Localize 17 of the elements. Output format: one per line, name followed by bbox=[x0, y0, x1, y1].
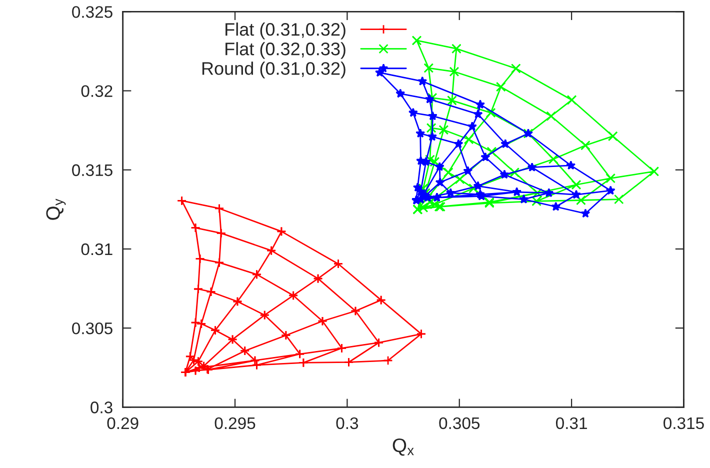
y-tick-label: 0.305 bbox=[72, 322, 112, 334]
y-tick-label: 0.32 bbox=[81, 85, 112, 97]
legend-label: Flat (0.32,0.33) bbox=[226, 42, 346, 59]
x-tick-label: 0.3 bbox=[336, 417, 358, 430]
y-axis-title: Q$_{y}$ bbox=[46, 198, 66, 220]
x-tick-label: 0.31 bbox=[556, 417, 587, 430]
y-tick-label: 0.3 bbox=[90, 402, 112, 414]
x-tick-label: 0.315 bbox=[664, 417, 704, 430]
x-axis-title: Q$_{x}$ bbox=[392, 438, 414, 456]
legend-label: Round (0.31,0.32) bbox=[202, 62, 346, 78]
legend-label: Flat (0.31,0.32) bbox=[226, 22, 346, 40]
y-tick-label: 0.325 bbox=[72, 6, 112, 18]
y-tick-label: 0.31 bbox=[81, 243, 112, 256]
x-tick-label: 0.305 bbox=[439, 417, 480, 430]
x-tick-label: 0.29 bbox=[107, 417, 138, 430]
x-tick-label: 0.295 bbox=[214, 417, 256, 430]
y-tick-label: 0.315 bbox=[72, 164, 112, 176]
